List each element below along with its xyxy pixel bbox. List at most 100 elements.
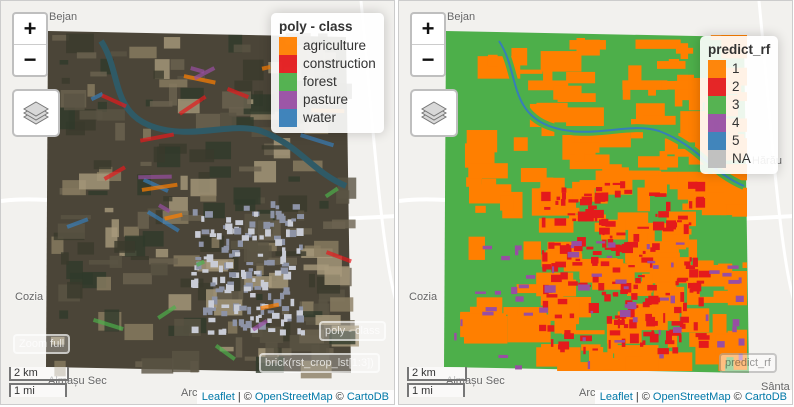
raster-patch	[551, 242, 561, 246]
zoom-in[interactable]: +	[421, 16, 435, 41]
raster-patch	[606, 255, 613, 259]
image-patch	[60, 215, 91, 220]
easy-button[interactable]: Zoom full	[13, 334, 71, 354]
town-pixel	[248, 268, 254, 272]
easy-button[interactable]: brick(rst_crop_lst[1:3])	[259, 353, 380, 373]
legend-swatch	[708, 78, 726, 96]
map-tiles	[1, 1, 394, 379]
raster-patch	[624, 242, 628, 245]
image-patch	[155, 248, 169, 258]
attribution-part[interactable]: CartoDB	[346, 391, 389, 403]
town-pixel	[296, 310, 303, 317]
raster-patch	[555, 200, 559, 205]
town-pixel	[291, 218, 296, 222]
image-patch	[246, 241, 258, 263]
training-polygon	[92, 317, 124, 331]
training-polygon	[138, 174, 172, 180]
town-pixel	[238, 319, 245, 326]
raster-patch	[547, 325, 555, 332]
legend-swatch	[279, 55, 297, 73]
raster-patch	[689, 257, 692, 262]
place-label: Arc	[579, 387, 596, 399]
town-pixel	[275, 210, 282, 216]
legend-row: 5	[708, 132, 770, 150]
raster-patch	[539, 324, 547, 332]
town-pixel	[273, 299, 282, 307]
town-pixel	[282, 306, 290, 312]
town-pixel	[207, 307, 213, 315]
attribution-part[interactable]: CartoDB	[744, 391, 787, 403]
image-patch	[96, 276, 112, 291]
training-polygon	[260, 302, 280, 311]
raster-patch	[724, 280, 747, 290]
zoom-in[interactable]: +	[23, 16, 37, 41]
raster-patch	[619, 309, 631, 318]
zoom-out[interactable]: −	[412, 44, 444, 75]
legend-swatch	[279, 109, 297, 127]
training-polygon	[101, 93, 127, 109]
town-pixel	[297, 214, 305, 220]
town-pixel	[300, 330, 305, 336]
scale-mi: 1 mi	[9, 383, 67, 397]
attribution-part[interactable]: OpenStreetMap	[254, 391, 333, 403]
place-label: Cozia	[15, 291, 44, 303]
training-polygon	[178, 94, 207, 116]
town-pixel	[198, 241, 204, 247]
image-patch	[256, 293, 263, 301]
town-pixel	[279, 292, 285, 300]
raster-patch	[585, 214, 594, 222]
raster-patch	[678, 334, 682, 343]
raster-patch	[588, 205, 597, 210]
raster-patch	[541, 250, 545, 255]
image-patch	[51, 236, 64, 254]
legend-label: forest	[303, 74, 337, 89]
raster-patch	[561, 199, 566, 206]
raster-patch	[646, 316, 656, 327]
raster-patch	[551, 274, 562, 283]
raster-patch	[675, 280, 679, 286]
raster-patch	[548, 242, 555, 249]
easy-button[interactable]: poly - class	[319, 321, 387, 341]
image-patch	[231, 117, 254, 128]
easy-button[interactable]: predict_rf	[719, 353, 777, 373]
raster-patch	[637, 156, 679, 168]
attribution-part[interactable]: Leaflet	[599, 391, 633, 403]
training-polygon	[146, 210, 180, 233]
attribution-part[interactable]: OpenStreetMap	[652, 391, 731, 403]
zoom-out[interactable]: −	[14, 44, 46, 75]
town-pixel	[221, 311, 228, 317]
raster-patch	[561, 192, 566, 200]
attribution-part[interactable]: Leaflet	[201, 391, 235, 403]
legend-row: water	[279, 109, 376, 127]
town-pixel	[202, 269, 209, 273]
image-patch	[168, 83, 177, 106]
raster-patch	[664, 340, 675, 345]
raster-patch	[612, 267, 621, 273]
raster-patch	[665, 330, 671, 341]
raster-patch	[566, 243, 570, 252]
layers-button[interactable]	[12, 89, 60, 137]
raster-patch	[727, 265, 739, 269]
town-pixel	[234, 304, 241, 311]
raster-patch	[550, 339, 554, 347]
image-patch	[114, 240, 136, 253]
raster-patch	[507, 308, 518, 317]
town-pixel	[206, 254, 214, 263]
legend-swatch	[708, 96, 726, 114]
raster-patch	[554, 307, 568, 334]
town-pixel	[274, 270, 282, 276]
raster-patch	[587, 361, 591, 370]
image-patch	[219, 346, 234, 352]
raster-patch	[652, 221, 665, 231]
training-polygon	[157, 304, 177, 320]
layers-button[interactable]	[410, 89, 458, 137]
legend: predict_rf 1 2 3 4 5 NA	[700, 36, 779, 174]
raster-patch	[500, 195, 514, 211]
raster-patch	[668, 222, 678, 228]
image-patch	[300, 360, 332, 379]
town-pixel	[253, 270, 261, 275]
raster-patch	[518, 284, 529, 289]
raster-patch	[722, 272, 732, 277]
raster-patch	[566, 107, 604, 127]
town-pixel	[279, 238, 286, 246]
